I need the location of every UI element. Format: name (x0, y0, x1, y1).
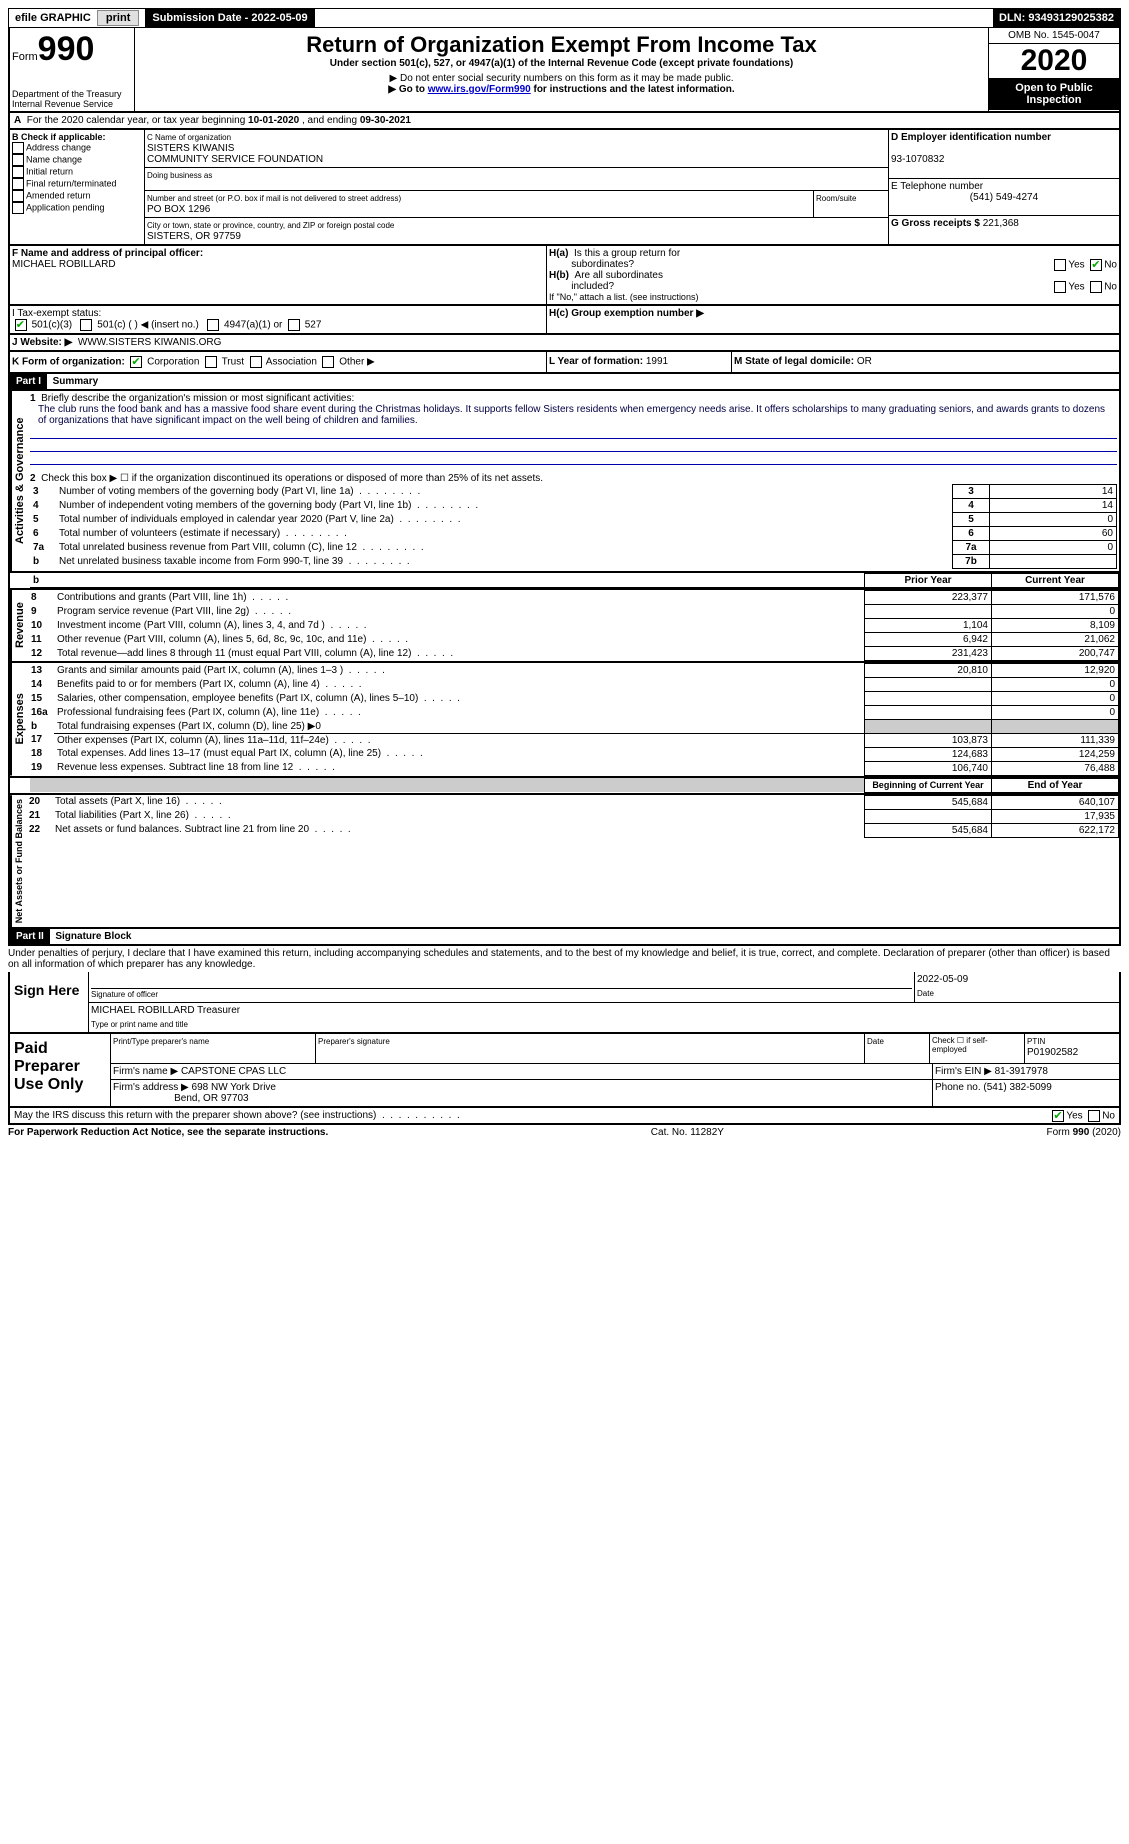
gross-receipts-value: 221,368 (983, 218, 1019, 229)
gross-receipts-label: G Gross receipts $ (891, 218, 980, 229)
firm-phone: (541) 382-5099 (983, 1082, 1051, 1093)
officer-signature-line[interactable] (91, 974, 912, 989)
open-public: Open to Public Inspection (989, 78, 1119, 110)
hb-row: H(b) Are all subordinates included? Yes … (549, 270, 1117, 292)
line2-text: Check this box ▶ ☐ if the organization d… (41, 473, 543, 484)
signature-date: 2022-05-09 (917, 974, 1117, 988)
form-subtitle: Under section 501(c), 527, or 4947(a)(1)… (137, 58, 986, 69)
ptin-value: P01902582 (1027, 1047, 1078, 1058)
efile-label: efile GRAPHIC print (9, 9, 146, 27)
warn2: ▶ Go to www.irs.gov/Form990 for instruct… (137, 84, 986, 95)
officer-label: F Name and address of principal officer: (12, 248, 203, 259)
assoc-checkbox[interactable] (250, 356, 262, 368)
dept-label: Department of the Treasury Internal Reve… (12, 89, 132, 109)
state-domicile-label: M State of legal domicile: (734, 356, 854, 367)
print-button[interactable]: print (97, 10, 139, 26)
street-address: PO BOX 1296 (147, 204, 210, 215)
hb-no-checkbox[interactable] (1090, 281, 1102, 293)
form-org-label: K Form of organization: (12, 357, 125, 368)
ha-row: H(a) Is this a group return for subordin… (549, 248, 1117, 270)
discuss-row: May the IRS discuss this return with the… (8, 1108, 1121, 1125)
phone-label: E Telephone number (891, 181, 983, 192)
officer-name: MICHAEL ROBILLARD (12, 259, 116, 270)
officer-type-name: MICHAEL ROBILLARD Treasurer (91, 1005, 1117, 1019)
expenses-table: 13 Grants and similar amounts paid (Part… (28, 663, 1119, 776)
self-employed-check[interactable]: Check ☐ if self-employed (930, 1034, 1025, 1063)
mission-text: The club runs the food bank and has a ma… (30, 404, 1117, 426)
preparer-name-field[interactable] (113, 1047, 313, 1061)
box-b: B Check if applicable: Address change Na… (10, 130, 145, 244)
hb-note: If "No," attach a list. (see instruction… (549, 292, 1117, 302)
top-bar: efile GRAPHIC print Submission Date - 20… (8, 8, 1121, 28)
paid-preparer-label: Paid Preparer Use Only (10, 1034, 110, 1106)
prior-year-header: Prior Year (865, 574, 992, 588)
amended-checkbox[interactable] (12, 190, 24, 202)
submission-date: Submission Date - 2022-05-09 (146, 9, 314, 27)
eoy-header: End of Year (992, 778, 1119, 792)
part1-header: Part I (10, 374, 47, 389)
tax-status-label: I Tax-exempt status: (12, 308, 101, 319)
omb-box: OMB No. 1545-0047 (989, 28, 1119, 44)
org-name-1: SISTERS KIWANIS (147, 143, 234, 154)
netassets-table: 20 Total assets (Part X, line 16) . . . … (26, 795, 1119, 838)
form-header: Form990 Department of the Treasury Inter… (8, 28, 1121, 113)
warn1: ▶ Do not enter social security numbers o… (137, 73, 986, 84)
website-value: WWW.SISTERS KIWANIS.ORG (78, 337, 222, 348)
4947-checkbox[interactable] (207, 319, 219, 331)
hc-label: H(c) Group exemption number ▶ (549, 308, 704, 319)
firm-addr2: Bend, OR 97703 (174, 1093, 249, 1104)
501c3-checkbox[interactable] (15, 319, 27, 331)
part2-header: Part II (10, 929, 50, 944)
boy-header: Beginning of Current Year (865, 778, 992, 792)
firm-name: CAPSTONE CPAS LLC (181, 1066, 286, 1077)
firm-addr1: 698 NW York Drive (192, 1082, 276, 1093)
part1-title: Summary (53, 376, 99, 387)
tax-period-row: A For the 2020 calendar year, or tax yea… (8, 113, 1121, 130)
ein-label: D Employer identification number (891, 132, 1051, 143)
ein-value: 93-1070832 (891, 154, 944, 165)
box-c: C Name of organization SISTERS KIWANIS C… (145, 130, 888, 244)
form-label: Form (12, 51, 38, 63)
corp-checkbox[interactable] (130, 356, 142, 368)
year-formation-label: L Year of formation: (549, 356, 643, 367)
irs-link[interactable]: www.irs.gov/Form990 (428, 84, 531, 95)
activities-label: Activities & Governance (10, 391, 28, 571)
501c-checkbox[interactable] (80, 319, 92, 331)
ha-yes-checkbox[interactable] (1054, 259, 1066, 271)
form-number: 990 (38, 30, 95, 68)
final-return-checkbox[interactable] (12, 178, 24, 190)
org-name-2: COMMUNITY SERVICE FOUNDATION (147, 154, 323, 165)
dln-label: DLN: 93493129025382 (993, 9, 1120, 27)
initial-return-checkbox[interactable] (12, 166, 24, 178)
other-checkbox[interactable] (322, 356, 334, 368)
mission-label: Briefly describe the organization's miss… (41, 393, 354, 404)
name-change-checkbox[interactable] (12, 154, 24, 166)
current-year-header: Current Year (992, 574, 1119, 588)
netassets-label: Net Assets or Fund Balances (10, 795, 26, 927)
hb-yes-checkbox[interactable] (1054, 281, 1066, 293)
city-state-zip: SISTERS, OR 97759 (147, 231, 241, 242)
part2-title: Signature Block (55, 931, 131, 942)
addr-change-checkbox[interactable] (12, 142, 24, 154)
expenses-label: Expenses (10, 663, 28, 776)
form-title: Return of Organization Exempt From Incom… (137, 32, 986, 58)
revenue-label: Revenue (10, 590, 28, 661)
governance-table: 3 Number of voting members of the govern… (30, 484, 1117, 569)
website-row: J Website: ▶ WWW.SISTERS KIWANIS.ORG (8, 335, 1121, 352)
tax-year: 2020 (989, 44, 1119, 78)
firm-ein: 81-3917978 (995, 1066, 1048, 1077)
phone-value: (541) 549-4274 (891, 192, 1117, 203)
ha-no-checkbox[interactable] (1090, 259, 1102, 271)
penalty-text: Under penalties of perjury, I declare th… (8, 946, 1121, 972)
sign-here-label: Sign Here (10, 972, 88, 1032)
discuss-no-checkbox[interactable] (1088, 1110, 1100, 1122)
app-pending-checkbox[interactable] (12, 202, 24, 214)
discuss-yes-checkbox[interactable] (1052, 1110, 1064, 1122)
trust-checkbox[interactable] (205, 356, 217, 368)
527-checkbox[interactable] (288, 319, 300, 331)
revenue-table: 8 Contributions and grants (Part VIII, l… (28, 590, 1119, 661)
footer: For Paperwork Reduction Act Notice, see … (8, 1125, 1121, 1138)
